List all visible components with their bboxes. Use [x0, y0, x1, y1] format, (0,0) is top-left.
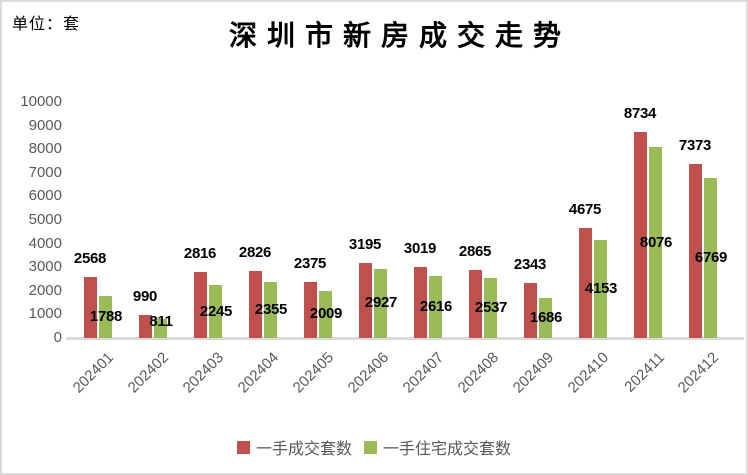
- x-tick-label: 202403: [180, 349, 228, 397]
- bar-series-2: [264, 282, 277, 338]
- bar-group: 990 811: [125, 102, 180, 338]
- bar-group: 2826 2355: [235, 102, 290, 338]
- bar-series-2: [649, 147, 662, 338]
- y-tick-label: 4000: [28, 234, 62, 252]
- bar-value-label: 811: [149, 313, 173, 330]
- bar-value-label: 1686: [529, 309, 563, 327]
- bar-value-label: 2375: [293, 254, 327, 272]
- bar-group: 2375 2009: [290, 102, 345, 338]
- legend-item: 一手成交套数: [236, 435, 352, 459]
- x-tick-label: 202408: [455, 349, 503, 397]
- bar-group: 7373 6769: [675, 102, 730, 338]
- bar-group: 2816 2245: [180, 102, 235, 338]
- bar-value-label: 3019: [403, 239, 437, 257]
- bar-value-label: 3195: [348, 235, 382, 253]
- bar-series-2: [704, 178, 717, 338]
- x-tick-label: 202409: [510, 349, 558, 397]
- bar-value-label: 2009: [309, 305, 343, 323]
- bar-series-2: [484, 278, 497, 338]
- x-tick-label: 202411: [620, 349, 668, 396]
- bar-value-label: 6769: [694, 249, 728, 267]
- legend-swatch: [236, 440, 250, 454]
- bar-value-label: 2245: [199, 302, 233, 320]
- bar-series-1: [194, 271, 207, 338]
- y-tick-label: 10000: [20, 93, 62, 110]
- bar-group: 2343 1686: [510, 102, 565, 338]
- y-tick-label: 2000: [28, 281, 62, 299]
- bar-value-label: 2355: [254, 301, 288, 319]
- bar-value-label: 2616: [419, 298, 453, 316]
- bar-group: 8734 8076: [620, 102, 675, 338]
- bar-series-2: [99, 295, 112, 338]
- y-tick-label: 0: [53, 329, 62, 346]
- bar-series-1: [689, 164, 702, 338]
- legend-swatch: [364, 440, 377, 454]
- y-tick-label: 6000: [28, 187, 62, 205]
- legend-item: 一手住宅成交套数: [364, 435, 511, 459]
- bar-value-label: 2816: [183, 244, 217, 262]
- legend-label: 一手住宅成交套数: [383, 441, 512, 458]
- bar-value-label: 2343: [513, 255, 547, 273]
- x-tick-label: 202410: [565, 349, 613, 397]
- bar-value-label: 2826: [238, 244, 272, 262]
- bar-series-1: [634, 131, 647, 338]
- y-tick-label: 7000: [28, 163, 62, 181]
- bar-group: 2568 1788: [70, 102, 125, 338]
- bar-series-2: [319, 290, 332, 338]
- x-tick-label: 202406: [345, 349, 393, 397]
- y-tick-label: 1000: [28, 305, 62, 323]
- bar-value-label: 2927: [364, 294, 398, 312]
- x-tick-label: 202404: [235, 349, 283, 397]
- y-tick-label: 8000: [28, 140, 62, 158]
- x-axis-line: [66, 337, 744, 340]
- bar-series-2: [209, 285, 222, 338]
- unit-label: 单位：套: [12, 16, 81, 33]
- bar-series-1: [414, 266, 427, 338]
- bar-series-1: [139, 314, 152, 338]
- bar-series-2: [374, 268, 387, 338]
- x-tick-label: 202402: [125, 349, 173, 397]
- x-tick-label: 202405: [290, 349, 338, 397]
- bar-group: 3019 2616: [400, 102, 455, 338]
- bar-series-2: [154, 318, 167, 338]
- bar-series-1: [469, 270, 482, 338]
- legend: 一手成交套数 一手住宅成交套数: [2, 435, 746, 459]
- bar-value-label: 2865: [458, 243, 492, 261]
- bar-series-1: [359, 262, 372, 338]
- y-tick-label: 3000: [28, 258, 62, 276]
- x-tick-label: 202407: [400, 349, 448, 397]
- bar-group: 3195 2927: [345, 102, 400, 338]
- y-axis: 0 1000 2000 3000 4000 5000 6000 7000 8000 9000 100…: [2, 2, 62, 473]
- plot-area: 2568 1788 990 811 2816 2245 2826 2355 2375 2009 31…: [70, 102, 730, 338]
- bar-group: 2865 2537: [455, 102, 510, 338]
- bar-value-label: 4675: [568, 200, 602, 218]
- bar-value-label: 7373: [678, 137, 712, 154]
- bar-value-label: 2537: [474, 299, 508, 317]
- bar-value-label: 8076: [639, 233, 673, 251]
- legend-label: 一手成交套数: [255, 441, 352, 458]
- bar-series-2: [594, 240, 607, 338]
- bar-series-2: [539, 298, 552, 338]
- bar-series-1: [579, 227, 592, 338]
- bar-value-label: 8734: [623, 104, 657, 122]
- bar-value-label: 2568: [73, 250, 107, 268]
- bar-value-label: 990: [132, 287, 158, 305]
- chart-title: 深圳市新房成交走势: [228, 21, 571, 52]
- bar-series-1: [249, 271, 262, 338]
- y-tick-label: 9000: [28, 116, 62, 134]
- bar-series-1: [84, 277, 97, 338]
- bar-group: 4675 4153: [565, 102, 620, 338]
- y-tick-label: 5000: [28, 211, 62, 228]
- x-tick-label: 202401: [70, 349, 118, 397]
- bar-series-1: [304, 281, 317, 338]
- bar-series-1: [524, 282, 537, 338]
- x-tick-label: 202412: [675, 349, 723, 397]
- bar-value-label: 4153: [584, 279, 618, 297]
- bar-series-2: [429, 276, 442, 338]
- bar-value-label: 1788: [89, 307, 123, 325]
